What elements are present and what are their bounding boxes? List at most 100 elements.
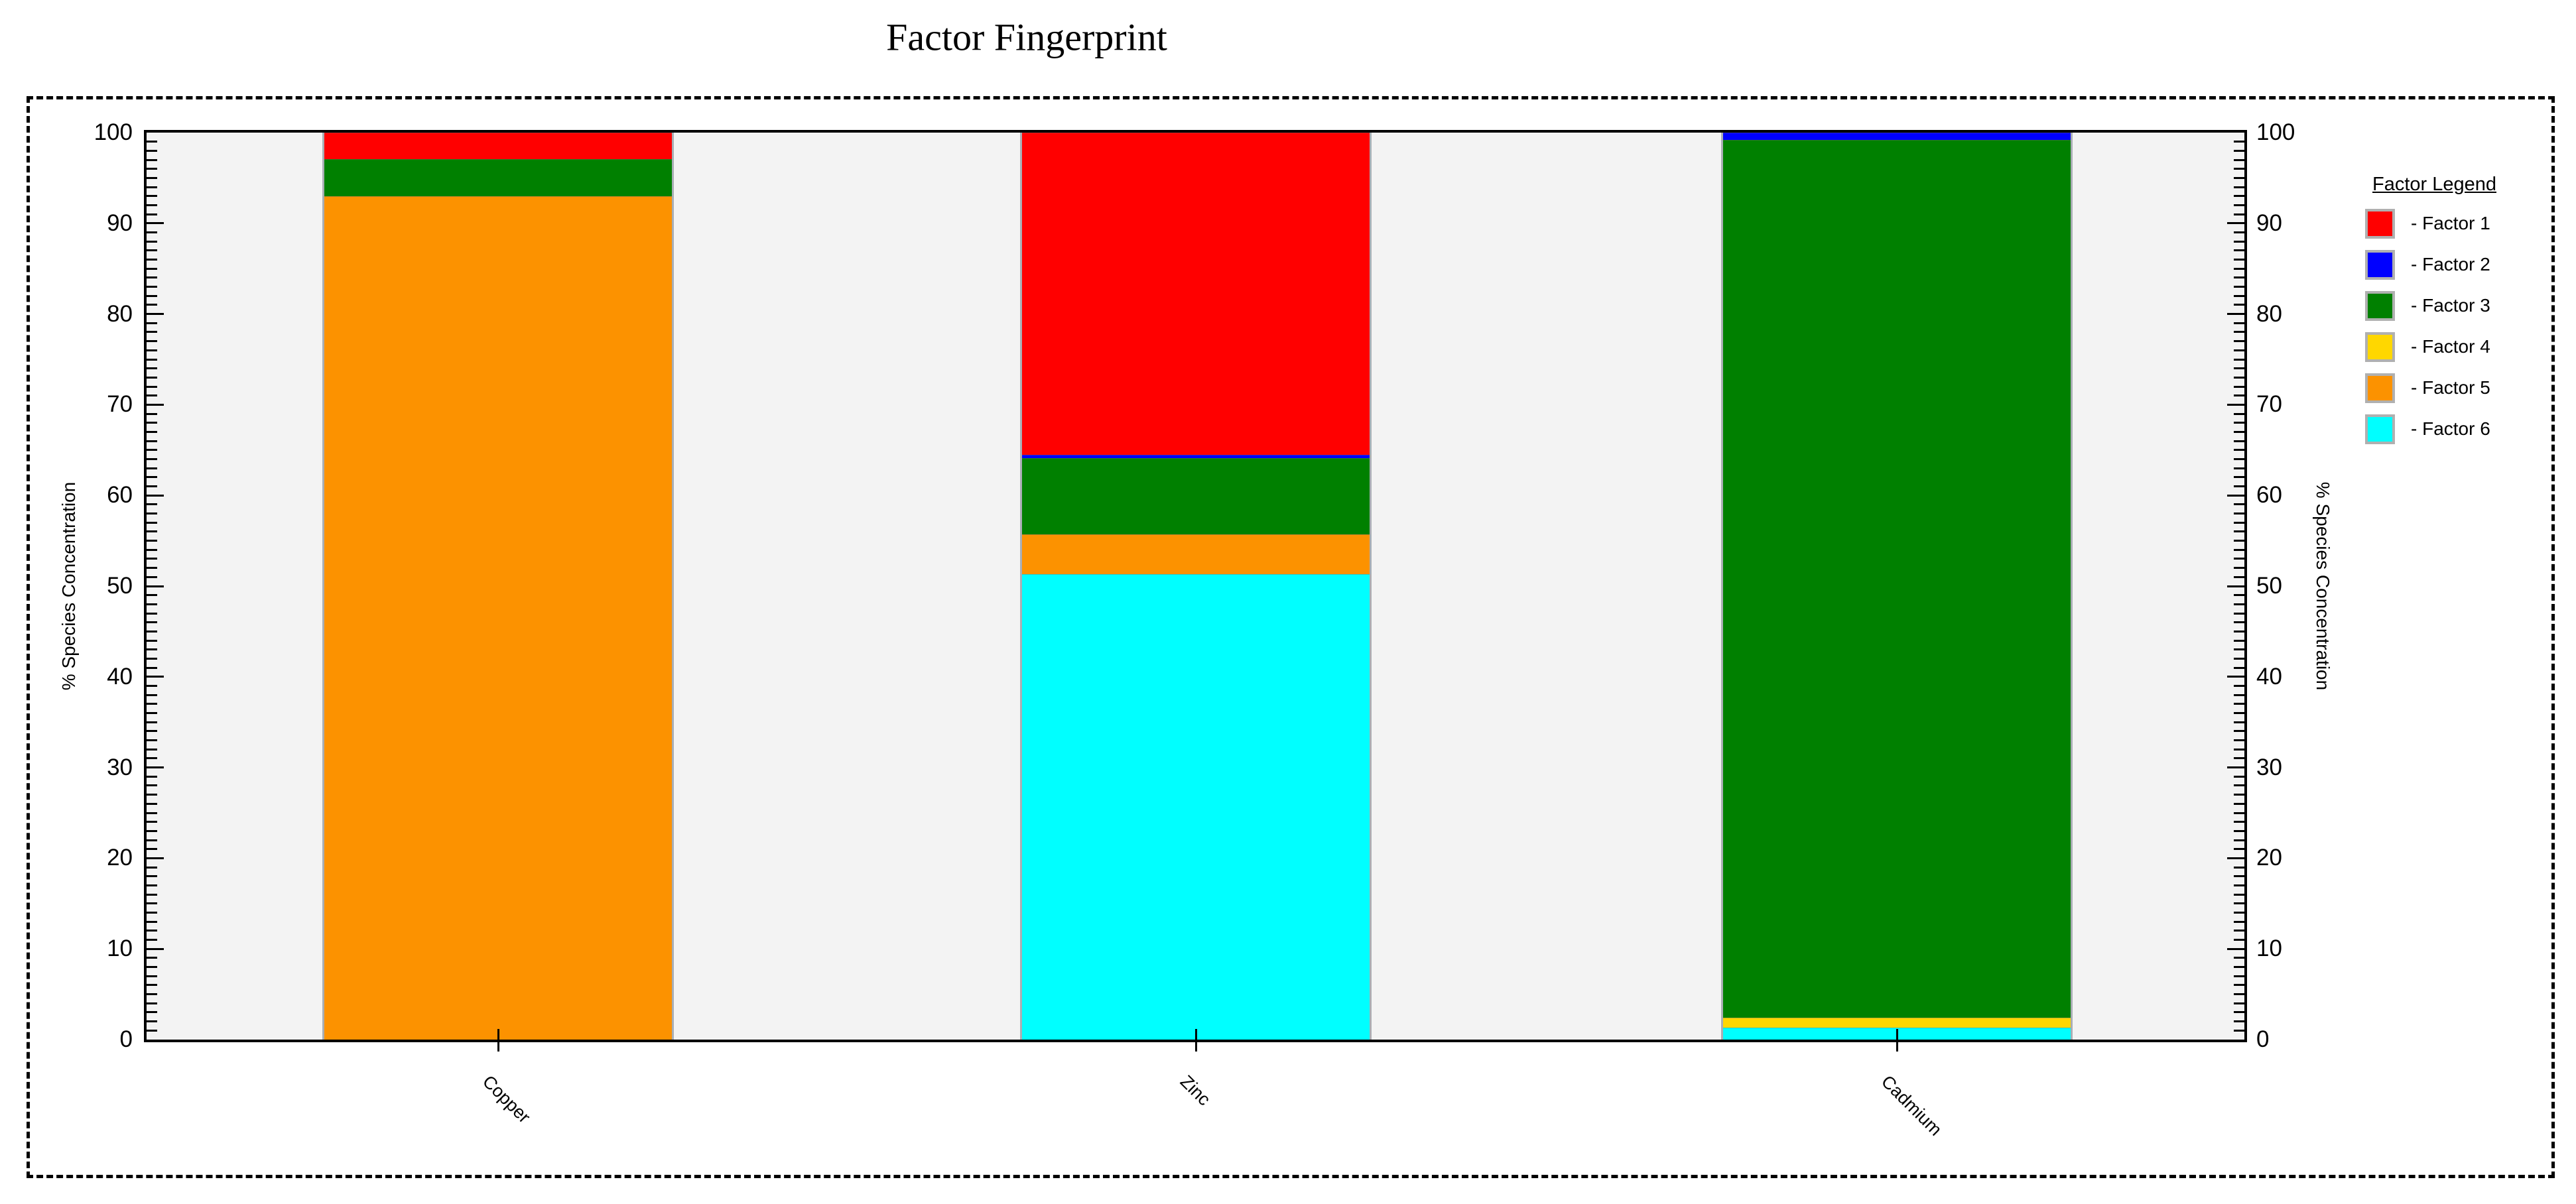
y-tick-right bbox=[2234, 340, 2244, 343]
y-tick-left bbox=[147, 412, 157, 415]
y-tick-label-left: 100 bbox=[94, 119, 133, 145]
y-tick-left bbox=[147, 222, 164, 225]
y-tick-right bbox=[2234, 721, 2244, 723]
y-tick-right bbox=[2234, 1020, 2244, 1023]
legend-swatch-icon bbox=[2365, 208, 2395, 239]
bar-segment-factor-3 bbox=[1723, 139, 2071, 1018]
y-tick-right bbox=[2234, 848, 2244, 851]
y-tick-left bbox=[147, 503, 157, 506]
y-tick-right bbox=[2234, 249, 2244, 252]
y-tick-label-right: 100 bbox=[2256, 119, 2295, 145]
y-tick-left bbox=[147, 485, 157, 488]
y-tick-right bbox=[2234, 204, 2244, 206]
y-tick-left bbox=[147, 648, 157, 651]
legend-swatch-icon bbox=[2365, 290, 2395, 321]
y-tick-right bbox=[2234, 521, 2244, 524]
y-tick-left bbox=[147, 893, 157, 896]
y-tick-left bbox=[147, 848, 157, 851]
y-tick-left bbox=[147, 612, 157, 615]
y-tick-right bbox=[2234, 476, 2244, 479]
y-tick-left bbox=[147, 802, 157, 805]
y-tick-left bbox=[147, 902, 157, 905]
y-tick-left bbox=[147, 376, 157, 379]
y-tick-left bbox=[147, 195, 157, 198]
legend-item-factor-5: - Factor 5 bbox=[2365, 367, 2490, 408]
y-tick-left bbox=[147, 966, 157, 969]
legend: - Factor 1 - Factor 2 - Factor 3 - Factor 4… bbox=[2365, 203, 2490, 450]
legend-swatch-icon bbox=[2365, 373, 2395, 403]
y-tick-label-left: 70 bbox=[107, 391, 133, 418]
y-tick-left bbox=[147, 521, 157, 524]
y-tick-right bbox=[2227, 676, 2244, 678]
y-tick-left bbox=[147, 430, 157, 433]
y-tick-label-left: 30 bbox=[107, 754, 133, 780]
bar-cadmium bbox=[1721, 133, 2073, 1040]
legend-swatch-icon bbox=[2365, 414, 2395, 444]
legend-item-factor-1: - Factor 1 bbox=[2365, 203, 2490, 244]
y-tick-left bbox=[147, 1029, 157, 1032]
y-tick-right bbox=[2234, 884, 2244, 886]
y-tick-label-left: 40 bbox=[107, 663, 133, 690]
y-tick-right bbox=[2234, 821, 2244, 823]
y-tick-right bbox=[2234, 666, 2244, 669]
y-tick-left bbox=[147, 775, 157, 778]
y-tick-left bbox=[147, 276, 157, 279]
y-tick-left bbox=[147, 884, 157, 886]
y-tick-label-right: 50 bbox=[2256, 573, 2282, 599]
y-tick-right bbox=[2234, 739, 2244, 742]
y-tick-left bbox=[147, 575, 157, 578]
y-tick-right bbox=[2234, 168, 2244, 170]
y-tick-label-left: 60 bbox=[107, 482, 133, 509]
y-tick-right bbox=[2234, 630, 2244, 632]
legend-label: - Factor 3 bbox=[2411, 295, 2490, 316]
y-tick-right bbox=[2234, 975, 2244, 977]
y-tick-left bbox=[147, 231, 157, 233]
y-tick-left bbox=[147, 358, 157, 361]
y-tick-label-right: 60 bbox=[2256, 482, 2282, 509]
y-tick-left bbox=[147, 394, 157, 397]
y-tick-left bbox=[147, 367, 157, 370]
y-tick-right bbox=[2234, 294, 2244, 297]
y-tick-right bbox=[2227, 585, 2244, 587]
legend-item-factor-6: - Factor 6 bbox=[2365, 408, 2490, 450]
y-tick-left bbox=[147, 213, 157, 215]
y-tick-left bbox=[147, 349, 157, 351]
y-tick-right bbox=[2234, 802, 2244, 805]
y-tick-left bbox=[147, 149, 157, 152]
bar-segment-factor-6 bbox=[1022, 574, 1370, 1040]
y-tick-left bbox=[147, 240, 157, 243]
y-tick-right bbox=[2234, 575, 2244, 578]
y-tick-left bbox=[147, 567, 157, 570]
legend-label: - Factor 5 bbox=[2411, 377, 2490, 398]
y-tick-right bbox=[2234, 540, 2244, 542]
y-tick-right bbox=[2234, 875, 2244, 878]
y-tick-right bbox=[2227, 766, 2244, 769]
y-tick-left bbox=[147, 676, 164, 678]
y-tick-left bbox=[147, 286, 157, 288]
y-tick-label-left: 0 bbox=[119, 1026, 133, 1052]
y-tick-right bbox=[2234, 485, 2244, 488]
bar-segment-factor-3 bbox=[1022, 458, 1370, 534]
y-tick-left bbox=[147, 639, 157, 642]
y-tick-left bbox=[147, 313, 164, 316]
y-tick-left bbox=[147, 857, 164, 859]
legend-label: - Factor 4 bbox=[2411, 336, 2490, 357]
y-tick-left bbox=[147, 712, 157, 715]
y-tick-right bbox=[2234, 440, 2244, 442]
y-tick-left bbox=[147, 294, 157, 297]
y-tick-left bbox=[147, 939, 157, 941]
y-tick-left bbox=[147, 440, 157, 442]
y-tick-left bbox=[147, 476, 157, 479]
y-tick-left bbox=[147, 340, 157, 343]
y-tick-right bbox=[2234, 548, 2244, 551]
y-tick-label-right: 80 bbox=[2256, 300, 2282, 327]
y-tick-left bbox=[147, 141, 157, 143]
y-tick-right bbox=[2234, 176, 2244, 179]
y-tick-right bbox=[2234, 839, 2244, 841]
bar-zinc bbox=[1020, 133, 1372, 1040]
y-tick-right bbox=[2234, 149, 2244, 152]
y-tick-label-right: 90 bbox=[2256, 210, 2282, 236]
y-tick-right bbox=[2234, 657, 2244, 660]
y-tick-left bbox=[147, 530, 157, 533]
y-tick-left bbox=[147, 993, 157, 996]
